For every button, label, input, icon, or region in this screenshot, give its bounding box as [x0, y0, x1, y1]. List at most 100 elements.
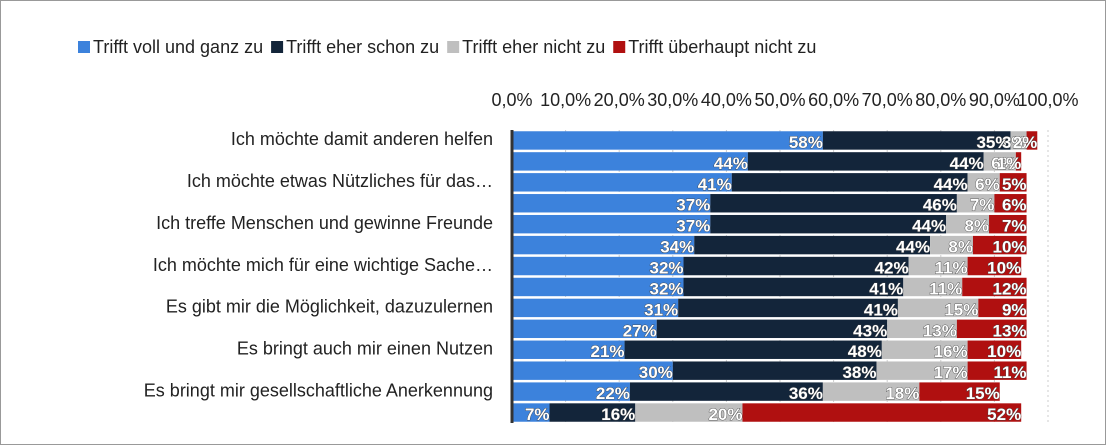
value-label: 30%	[639, 363, 673, 382]
value-label: 11%	[993, 363, 1026, 382]
bar-segment	[512, 152, 748, 171]
legend-label: Trifft eher nicht zu	[462, 37, 605, 57]
bar-segment	[978, 298, 1027, 318]
bar-segment	[512, 173, 732, 192]
x-tick-label: 30,0%	[647, 90, 698, 110]
x-tick-label: 80,0%	[915, 90, 966, 110]
bar-segment	[635, 403, 743, 422]
y-tick-label: Es bringt auch mir einen Nutzen	[237, 339, 493, 359]
bar-segment	[897, 298, 979, 318]
bar-segment	[512, 235, 695, 255]
y-tick-label: Ich möchte damit anderen helfen	[231, 129, 493, 149]
bar-segment	[512, 340, 625, 359]
value-label: 1%	[997, 154, 1022, 173]
bar-segment	[512, 298, 679, 318]
bar-segment	[919, 382, 1000, 401]
legend-label: Trifft überhaupt nicht zu	[628, 37, 816, 57]
value-label: 41%	[869, 279, 903, 298]
bar-segment	[512, 131, 823, 150]
bar-segment	[983, 152, 1016, 171]
value-label: 10%	[987, 342, 1021, 361]
value-label: 9%	[1002, 300, 1027, 319]
bar-segment	[994, 194, 1027, 213]
bar-segment	[989, 214, 1027, 234]
bar-segment	[1010, 131, 1027, 150]
legend-swatch	[271, 41, 284, 53]
value-label: 44%	[934, 175, 968, 194]
value-label: 6%	[1002, 196, 1027, 215]
x-tick-label: 40,0%	[701, 90, 752, 110]
bar-segment	[678, 298, 898, 318]
value-label: 6%	[975, 175, 1000, 194]
bar-segment	[747, 152, 984, 171]
x-tick-label: 90,0%	[969, 90, 1020, 110]
value-label: 37%	[676, 217, 710, 236]
bar-segment	[512, 194, 711, 213]
value-label: 13%	[923, 321, 957, 340]
legend-label: Trifft voll und ganz zu	[93, 37, 263, 57]
value-label: 32%	[649, 279, 683, 298]
x-tick-label: 60,0%	[808, 90, 859, 110]
value-label: 8%	[964, 217, 989, 236]
bar-segment	[512, 382, 630, 401]
value-label: 43%	[853, 321, 887, 340]
bar-segment	[512, 256, 684, 276]
value-label: 13%	[993, 321, 1027, 340]
y-tick-label: Es gibt mir die Möglichkeit, dazuzulerne…	[166, 297, 493, 317]
value-label: 31%	[644, 300, 678, 319]
value-label: 10%	[993, 238, 1027, 257]
value-label: 22%	[596, 384, 630, 403]
x-tick-label: 70,0%	[862, 90, 913, 110]
bar-segment	[908, 256, 968, 276]
value-label: 42%	[875, 259, 909, 278]
bar-segment	[876, 361, 968, 380]
bar-segment	[624, 340, 882, 359]
value-label: 8%	[948, 238, 973, 257]
value-label: 11%	[929, 279, 962, 298]
value-label: 16%	[934, 342, 968, 361]
bar-segment	[1015, 152, 1022, 171]
value-label: 12%	[993, 279, 1027, 298]
value-label: 44%	[714, 154, 748, 173]
value-label: 44%	[950, 154, 984, 173]
value-label: 32%	[649, 259, 683, 278]
value-label: 52%	[987, 405, 1021, 424]
value-label: 7%	[525, 405, 550, 424]
y-tick-label: Ich möchte mich für eine wichtige Sache…	[153, 255, 493, 275]
bar-segment	[967, 340, 1022, 359]
bar-segment	[710, 214, 947, 234]
bar-segment	[881, 340, 968, 359]
bar-segment	[694, 235, 931, 255]
value-label: 18%	[885, 384, 919, 403]
value-label: 27%	[623, 321, 657, 340]
x-tick-label: 100,0%	[1017, 90, 1078, 110]
value-label: 6%	[991, 154, 1016, 173]
value-label: 21%	[591, 342, 625, 361]
value-label: 41%	[864, 300, 898, 319]
bar-segment	[946, 214, 990, 234]
y-tick-label: Ich treffe Menschen und gewinne Freunde	[156, 213, 493, 233]
bar-segment	[967, 361, 1027, 380]
value-label: 11%	[935, 259, 968, 278]
bar-segment	[930, 235, 973, 255]
value-label: 41%	[698, 175, 732, 194]
y-tick-label: Ich möchte etwas Nützliches für das…	[187, 171, 493, 191]
y-tick-label: Es bringt mir gesellschaftliche Anerkenn…	[144, 380, 493, 400]
legend-label: Trifft eher schon zu	[286, 37, 439, 57]
value-label: 10%	[987, 259, 1021, 278]
x-tick-label: 50,0%	[754, 90, 805, 110]
bar-segment	[512, 361, 673, 380]
bar-segment	[512, 403, 550, 422]
legend-swatch	[613, 41, 626, 53]
value-label: 38%	[842, 363, 876, 382]
legend-swatch	[447, 41, 460, 53]
bar-segment	[549, 403, 636, 422]
x-tick-label: 0,0%	[491, 90, 532, 110]
bar-segment	[956, 194, 995, 213]
bar-segment	[731, 173, 968, 192]
bar-segment	[683, 277, 904, 297]
value-label: 46%	[923, 196, 957, 215]
x-tick-label: 10,0%	[540, 90, 591, 110]
value-label: 16%	[601, 405, 635, 424]
